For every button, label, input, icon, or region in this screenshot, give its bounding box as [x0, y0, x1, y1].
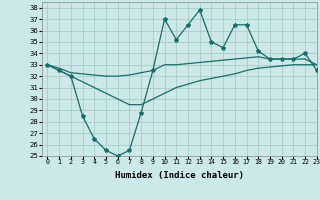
X-axis label: Humidex (Indice chaleur): Humidex (Indice chaleur) — [115, 171, 244, 180]
